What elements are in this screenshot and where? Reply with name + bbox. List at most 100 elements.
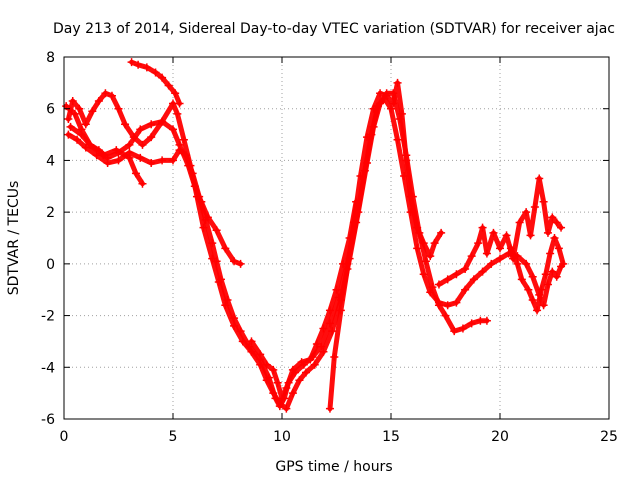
plus-marker (73, 135, 82, 144)
plus-marker (301, 368, 310, 377)
plus-marker (275, 399, 284, 408)
plus-marker (64, 115, 73, 124)
plus-marker (458, 324, 467, 333)
plus-marker (221, 244, 230, 253)
plus-marker (70, 109, 79, 118)
plus-marker (421, 257, 430, 266)
plus-marker (158, 73, 167, 82)
plus-marker (496, 254, 504, 263)
plus-marker (517, 275, 526, 284)
plus-marker (363, 133, 372, 142)
plus-marker (129, 133, 138, 142)
plus-marker (482, 316, 491, 325)
plus-marker (557, 223, 566, 232)
plus-marker (269, 365, 278, 374)
plus-marker (467, 319, 476, 328)
plus-marker (325, 306, 334, 315)
plus-marker (426, 252, 435, 261)
plus-marker (406, 192, 415, 201)
plus-marker (151, 68, 160, 77)
plus-marker (282, 383, 291, 392)
plus-marker (134, 60, 143, 69)
plus-marker (419, 239, 428, 248)
x-tick-label: 20 (491, 429, 509, 445)
y-tick-label: -6 (41, 412, 55, 428)
series-track-h (436, 176, 564, 287)
plus-marker (387, 104, 395, 113)
plus-marker (461, 265, 470, 274)
plus-marker (382, 91, 391, 100)
plus-marker (77, 130, 86, 139)
y-tick-label: 2 (46, 205, 55, 221)
plus-marker (238, 337, 247, 346)
plus-marker (297, 358, 306, 367)
plus-marker (437, 228, 446, 237)
plus-marker (336, 306, 345, 315)
y-tick-label: -2 (41, 309, 55, 325)
plus-marker (428, 283, 437, 292)
y-tick-label: -4 (41, 360, 55, 376)
plus-marker (541, 270, 550, 279)
plus-marker (312, 340, 321, 349)
plus-marker (173, 109, 182, 118)
plus-marker (127, 58, 136, 67)
plus-marker (487, 259, 496, 268)
x-tick-label: 15 (382, 429, 400, 445)
plus-marker (107, 91, 116, 100)
plus-marker (535, 174, 544, 183)
y-tick-label: 0 (46, 257, 55, 273)
plus-marker (443, 301, 452, 310)
plus-marker (339, 259, 348, 268)
data-series (62, 58, 568, 413)
plus-marker (328, 327, 337, 336)
plus-marker (282, 404, 291, 413)
plus-marker (546, 249, 555, 258)
plus-marker (552, 218, 561, 227)
plus-marker (489, 228, 498, 237)
plus-marker (343, 265, 352, 274)
plus-marker (548, 267, 557, 276)
plus-marker (175, 99, 184, 108)
x-tick-label: 0 (60, 429, 69, 445)
plus-marker (389, 99, 398, 108)
plus-marker (125, 153, 134, 162)
plus-marker (513, 259, 522, 268)
y-axis-ticks: -6 -4 -2 0 2 4 6 8 (41, 50, 609, 428)
plus-marker (332, 285, 341, 294)
plus-marker (397, 109, 406, 118)
plus-marker (550, 234, 559, 242)
plus-marker (376, 89, 385, 98)
x-axis-label: GPS time / hours (275, 459, 392, 475)
plus-marker (345, 234, 354, 242)
plus-marker (269, 389, 278, 398)
plus-marker (125, 140, 134, 149)
series-track-e (68, 124, 145, 187)
series-track-f (327, 80, 444, 412)
plus-marker (325, 404, 334, 413)
chart-title: Day 213 of 2014, Sidereal Day-to-day VTE… (53, 21, 615, 37)
plus-marker (539, 197, 548, 206)
series-track-b (65, 95, 564, 409)
plus-marker (554, 244, 563, 253)
plus-marker (169, 125, 177, 134)
y-tick-label: 4 (46, 153, 55, 169)
plus-marker (114, 104, 123, 113)
plus-marker (179, 135, 188, 144)
plus-marker (467, 252, 476, 261)
plus-marker (306, 355, 315, 364)
plus-marker (75, 104, 84, 113)
plus-marker (94, 96, 103, 105)
plus-marker (528, 296, 537, 305)
plus-marker (68, 96, 77, 105)
plus-marker (515, 218, 524, 227)
plus-marker (247, 337, 256, 346)
plus-marker (136, 153, 145, 162)
y-axis-label: SDTVAR / TECUs (6, 181, 22, 296)
plus-marker (256, 350, 265, 359)
plus-marker (262, 376, 271, 385)
plus-marker (136, 125, 145, 134)
plus-marker (230, 321, 239, 330)
plus-marker (221, 301, 230, 310)
plus-marker (192, 192, 201, 201)
